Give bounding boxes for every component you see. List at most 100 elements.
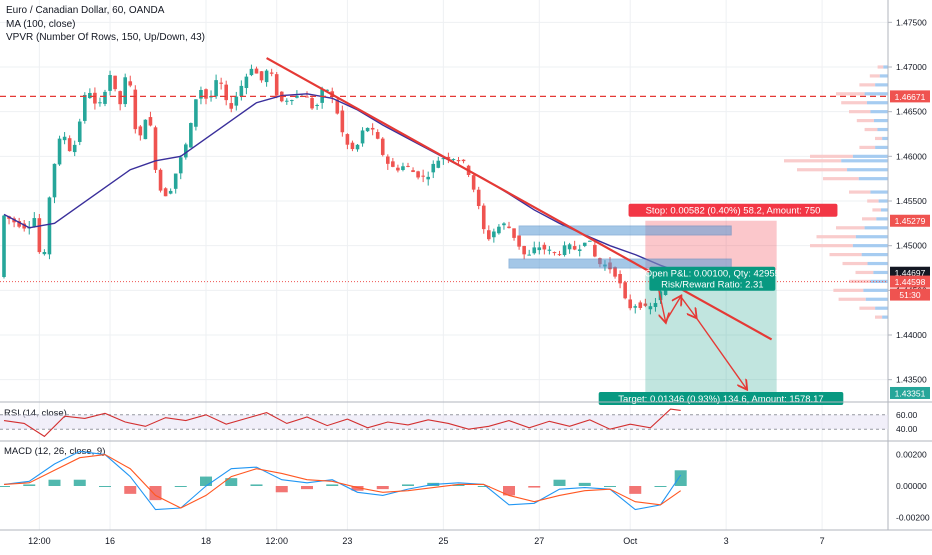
profile-bar [864, 127, 878, 132]
ma-legend[interactable]: MA (100, close) [6, 19, 75, 30]
candle [497, 224, 501, 235]
candle-body [370, 127, 375, 130]
profile-bar [849, 190, 871, 194]
rsi-band [0, 414, 888, 430]
candle-body [269, 72, 274, 74]
candle-body [618, 274, 622, 284]
candle [67, 135, 72, 152]
candle [219, 77, 223, 90]
profile-bar [873, 270, 888, 275]
candle-body [623, 282, 627, 299]
vpvr-legend[interactable]: VPVR (Number Of Rows, 150, Up/Down, 43) [6, 32, 205, 43]
price-label-bg [890, 275, 930, 288]
candle [345, 133, 350, 150]
candle-body [426, 176, 430, 180]
candle [249, 64, 254, 77]
candle [103, 89, 107, 107]
candle [118, 90, 122, 111]
candle-body [138, 126, 143, 136]
candle [507, 221, 511, 229]
countdown: 51:30 [899, 290, 921, 300]
candle [52, 163, 57, 204]
candle [285, 98, 289, 105]
profile-bar [870, 190, 888, 194]
vpvr-label: VPVR (Number Of Rows, 150, Up/Down, 43) [6, 32, 205, 43]
profile-bar [867, 261, 888, 266]
candle-body [355, 144, 360, 150]
candle-body [537, 247, 542, 251]
candle [62, 132, 67, 145]
profile-bar [873, 119, 888, 123]
candle [446, 152, 451, 164]
profile-bar [849, 110, 871, 114]
candle-body [638, 302, 643, 308]
candle [406, 162, 410, 168]
candle [310, 95, 314, 110]
candle [481, 203, 486, 234]
candle-body [118, 91, 122, 105]
candle [72, 140, 77, 157]
profile-bar [883, 65, 888, 69]
candle [582, 242, 587, 248]
candle [88, 88, 92, 99]
candle [224, 80, 228, 106]
candle [2, 214, 6, 279]
candle-body [335, 99, 340, 114]
candle [12, 216, 16, 228]
candle [47, 196, 52, 260]
candle-body [93, 92, 97, 104]
candle-body [340, 110, 345, 133]
candle-body [274, 74, 279, 96]
time-tick-label: Oct [623, 536, 638, 546]
profile-bar [861, 253, 888, 257]
candle [254, 66, 259, 74]
volume-profile [784, 65, 888, 319]
profile-bar [875, 315, 883, 319]
candle [542, 242, 547, 255]
profile-bar [865, 297, 888, 301]
candle [648, 302, 653, 315]
candle [189, 122, 193, 148]
chart-title: Euro / Canadian Dollar, 60, OANDA [6, 5, 165, 16]
time-tick-label: 18 [201, 536, 211, 546]
price-label: 1.44598 [895, 277, 926, 287]
macd-hist-bar [99, 486, 111, 487]
candle-body [103, 91, 107, 104]
candle-body [653, 303, 658, 307]
candle-body [401, 166, 405, 170]
candle-body [310, 98, 314, 109]
candle-body [173, 173, 178, 189]
candle [572, 240, 577, 251]
candle-body [325, 89, 329, 91]
candle-body [199, 89, 203, 99]
profile-bar [833, 288, 864, 292]
candle-body [315, 105, 319, 107]
time-tick-label: 7 [820, 536, 825, 546]
candle-body [17, 221, 21, 227]
candle-body [32, 218, 37, 227]
candle [628, 294, 632, 311]
candle [633, 304, 638, 314]
candle-body [305, 96, 309, 98]
candle-body [224, 84, 228, 101]
candle-body [365, 127, 370, 132]
candle [123, 73, 127, 108]
candle-body [244, 76, 249, 89]
profile-bar [849, 279, 871, 283]
candle [214, 74, 218, 99]
candle-body [72, 144, 77, 153]
candle [158, 168, 163, 193]
profile-bar [841, 159, 888, 163]
candle-body [502, 223, 506, 226]
candle-body [219, 82, 223, 84]
macd-hist-bar [301, 486, 313, 490]
profile-bar [810, 154, 853, 158]
candle [77, 118, 82, 146]
supply-zone [518, 225, 732, 236]
projection-arrow [664, 297, 681, 322]
time-tick-label: 12:00 [265, 536, 288, 546]
candle [502, 222, 506, 230]
price-label: 1.46671 [895, 92, 926, 102]
symbol-legend[interactable]: Euro / Canadian Dollar, 60, OANDA [6, 5, 164, 16]
